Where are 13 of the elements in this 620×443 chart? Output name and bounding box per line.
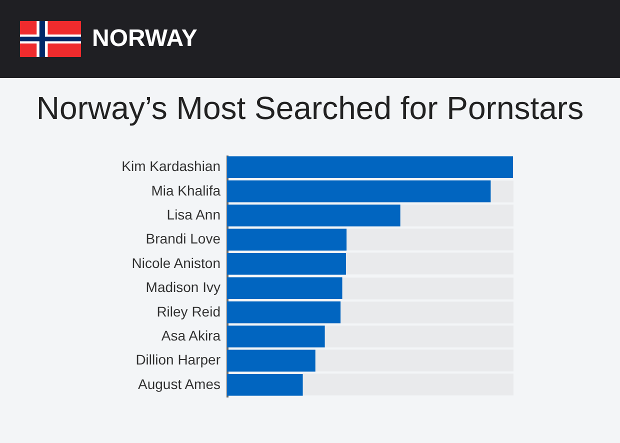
y-tick-label: Asa Akira (161, 328, 221, 344)
y-tick-label: Nicole Aniston (132, 254, 220, 271)
y-tick-label: Kim Kardashian (122, 158, 220, 174)
y-tick-label: Riley Reid (156, 303, 220, 320)
y-tick-label: Mia Khalifa (151, 182, 221, 198)
y-tick-label: Lisa Ann (166, 206, 220, 222)
y-tick-label: August Ames (138, 376, 220, 392)
chart-title: Norway’s Most Searched for Pornstars (35, 89, 585, 127)
y-tick-label: Madison Ivy (146, 279, 220, 296)
text: NORWAY (92, 25, 198, 52)
bar (227, 374, 303, 396)
y-tick-label: Dillion Harper (136, 352, 221, 368)
y-tick-label: Brandi Love (146, 230, 221, 247)
